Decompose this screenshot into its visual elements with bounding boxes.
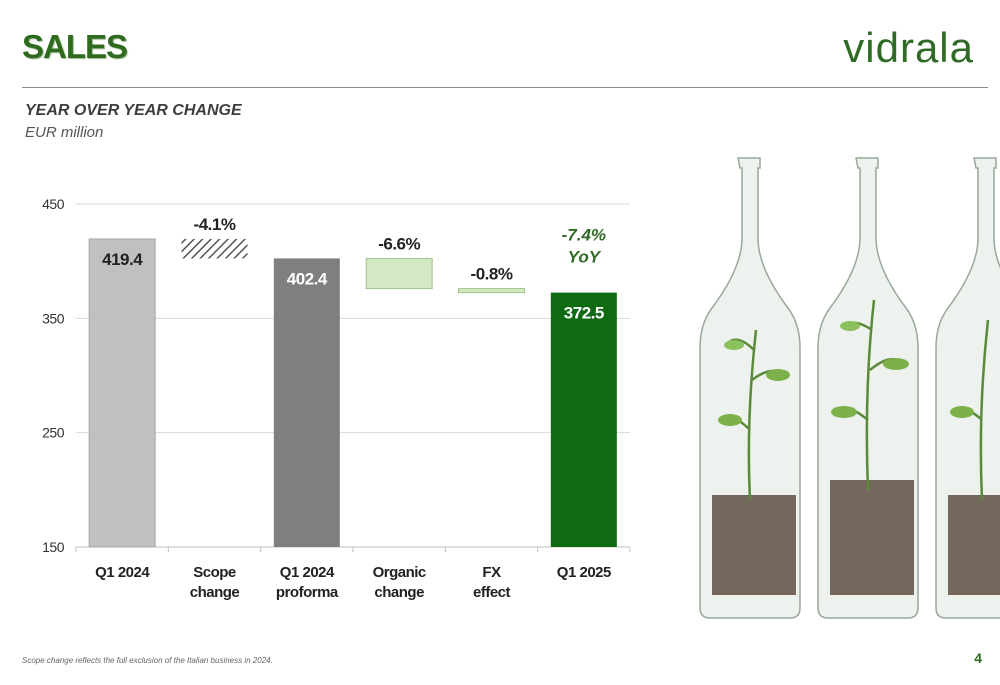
vidrala-logo: vidrala (843, 24, 974, 71)
bar-q1-2025 (550, 292, 617, 547)
x-tick-label: change (374, 584, 424, 601)
y-tick-label: 450 (42, 196, 65, 212)
bottle-1 (699, 157, 801, 619)
bar-q1-2024-proforma (273, 258, 340, 547)
footnote: Scope change reflects the full exclusion… (22, 656, 273, 665)
x-tick-label: Q1 2025 (557, 564, 611, 581)
x-tick-label: Scope (193, 564, 236, 581)
x-tick-label: Q1 2024 (95, 564, 150, 581)
data-label: 419.4 (102, 250, 143, 269)
data-label: 402.4 (287, 269, 328, 288)
x-tick-label: proforma (276, 584, 339, 601)
page-title: SALES (22, 28, 128, 65)
y-tick-label: 350 (42, 310, 65, 326)
chart-unit: EUR million (25, 124, 104, 141)
waterfall-chart: 150 250 350 450 419.4 Q1 2024 -4.1% Scope change… (42, 196, 631, 601)
chart-subtitle: YEAR OVER YEAR CHANGE (25, 102, 242, 119)
bottle-3 (935, 157, 1000, 619)
yoy-label: YoY (568, 248, 602, 267)
yoy-label: -7.4% (562, 226, 606, 245)
y-tick-label: 250 (42, 425, 65, 441)
bar-scope-change (181, 238, 248, 259)
data-label: -4.1% (194, 215, 236, 234)
bottle-2 (817, 157, 919, 619)
x-tick-label: change (190, 584, 240, 601)
data-label: -6.6% (378, 234, 420, 253)
x-tick-label: Organic (373, 564, 426, 581)
data-label: 372.5 (564, 304, 604, 323)
y-tick-label: 150 (42, 539, 65, 555)
glass-bottles-with-plants-image (699, 157, 1000, 619)
page-number: 4 (974, 650, 982, 666)
header-divider (22, 87, 988, 88)
bar-q1-2024 (88, 238, 156, 548)
data-label: -0.8% (471, 265, 513, 284)
x-tick-label: effect (473, 584, 511, 601)
x-tick-label: FX (482, 564, 501, 581)
x-tick-label: Q1 2024 (280, 564, 335, 581)
bar-fx-effect (458, 288, 525, 294)
bar-organic-change (365, 257, 433, 290)
